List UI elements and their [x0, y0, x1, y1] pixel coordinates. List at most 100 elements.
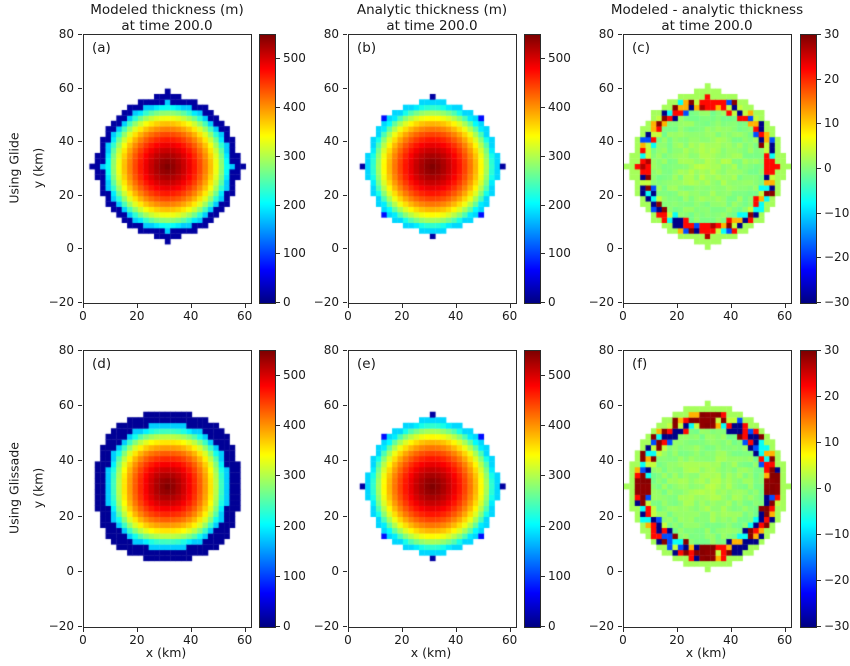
- y-axis-label: y (km): [30, 467, 46, 509]
- y-tick-label: 20: [323, 508, 339, 523]
- colorbar-tick-label: 300: [283, 468, 306, 483]
- y-tick-label: 0: [606, 241, 614, 256]
- panel-letter: (c): [632, 40, 650, 56]
- x-tick: [784, 628, 786, 632]
- y-tick-label: 40: [323, 134, 339, 149]
- x-tick-label: 20: [129, 309, 145, 323]
- colorbar-thickness: [524, 34, 541, 304]
- y-tick-label: 20: [598, 508, 614, 523]
- x-tick-label: 20: [394, 633, 410, 647]
- x-axis-label: x (km): [410, 645, 452, 660]
- colorbar-tick-label: 0: [824, 481, 832, 495]
- y-tick: [343, 302, 347, 303]
- x-tick-label: 60: [501, 633, 518, 647]
- y-tick: [343, 141, 347, 143]
- y-tick: [78, 34, 82, 35]
- colorbar-tick: [541, 425, 545, 427]
- colorbar-gradient: [801, 35, 816, 303]
- y-tick-label: 60: [58, 398, 74, 413]
- plot-panel-f: (f): [623, 350, 792, 628]
- y-tick-label: 0: [331, 241, 339, 256]
- x-tick-label: 20: [394, 309, 410, 323]
- x-tick-label: 40: [183, 633, 199, 647]
- colorbar-tick-label: 200: [548, 197, 571, 212]
- colorbar-tick: [276, 475, 280, 477]
- plot-panel-e: (e): [348, 350, 517, 628]
- colorbar-tick: [817, 396, 821, 397]
- column-title-modeled: Modeled thickness (m) at time 200.0: [27, 2, 307, 34]
- colorbar-tick: [541, 107, 545, 109]
- colorbar-tick-label: 500: [283, 368, 306, 383]
- colorbar-tick: [276, 107, 280, 109]
- colorbar-tick: [541, 375, 545, 377]
- y-tick-label: 60: [58, 80, 74, 95]
- colorbar-tick-label: −20: [824, 250, 850, 265]
- y-tick: [78, 515, 82, 517]
- x-tick: [455, 628, 457, 632]
- x-tick: [190, 628, 192, 632]
- y-tick-label: 40: [323, 453, 339, 468]
- x-tick-label: 20: [669, 309, 685, 323]
- colorbar-tick-label: 0: [283, 295, 291, 309]
- colorbar-tick: [817, 626, 821, 627]
- colorbar-difference: [800, 350, 817, 628]
- colorbar-thickness: [524, 350, 541, 628]
- column-title-line2: at time 200.0: [386, 18, 478, 34]
- colorbar-tick-label: 20: [824, 389, 840, 403]
- panel-letter: (e): [357, 356, 376, 372]
- x-tick: [455, 304, 457, 308]
- colorbar-tick: [276, 525, 280, 527]
- colorbar-tick: [276, 302, 280, 303]
- colorbar-thickness: [259, 350, 276, 628]
- x-tick-label: 60: [501, 309, 518, 323]
- colorbar-tick: [276, 375, 280, 377]
- y-tick-label: 60: [598, 80, 614, 95]
- x-tick: [730, 628, 732, 632]
- colorbar-tick: [817, 168, 821, 169]
- y-tick-label: 0: [606, 563, 614, 578]
- y-tick-label: −20: [48, 619, 74, 633]
- y-tick-label: 0: [331, 563, 339, 578]
- y-tick-label: 40: [598, 453, 614, 468]
- y-tick: [78, 141, 82, 143]
- y-tick: [618, 570, 622, 572]
- x-tick: [676, 628, 678, 632]
- y-tick: [343, 626, 347, 627]
- colorbar-tick-label: 200: [548, 518, 571, 533]
- x-tick-label: 60: [236, 309, 253, 323]
- colorbar-gradient: [525, 351, 540, 627]
- colorbar-tick-label: 400: [548, 418, 571, 433]
- y-tick: [618, 248, 622, 250]
- x-tick: [136, 628, 138, 632]
- colorbar-tick-label: −10: [824, 205, 850, 220]
- x-tick-label: 20: [669, 633, 685, 647]
- colorbar-tick-label: 30: [824, 343, 840, 357]
- y-tick-label: 80: [58, 343, 74, 357]
- y-tick-label: −20: [313, 295, 339, 309]
- colorbar-gradient: [260, 35, 275, 303]
- colorbar-tick: [817, 123, 821, 125]
- y-tick: [343, 350, 347, 351]
- y-tick: [343, 460, 347, 462]
- colorbar-tick: [541, 475, 545, 477]
- heatmap-modeled-glissade: [84, 351, 251, 627]
- y-tick-label: −20: [588, 619, 614, 633]
- column-title-line2: at time 200.0: [661, 18, 753, 34]
- y-tick-label: 60: [323, 398, 339, 413]
- x-tick: [83, 304, 84, 308]
- colorbar-tick-label: 20: [824, 71, 840, 86]
- y-tick-label: 40: [58, 453, 74, 468]
- colorbar-tick-label: 30: [824, 27, 840, 41]
- x-axis-label: x (km): [145, 645, 187, 660]
- colorbar-tick: [817, 488, 821, 489]
- colorbar-tick: [276, 626, 280, 627]
- y-tick-label: 40: [58, 134, 74, 149]
- colorbar-gradient: [525, 35, 540, 303]
- y-tick: [618, 515, 622, 517]
- colorbar-tick: [541, 525, 545, 527]
- y-tick-label: 60: [598, 398, 614, 413]
- y-tick: [618, 87, 622, 89]
- x-tick-label: 40: [448, 633, 464, 647]
- colorbar-tick: [541, 58, 545, 60]
- y-tick: [618, 302, 622, 303]
